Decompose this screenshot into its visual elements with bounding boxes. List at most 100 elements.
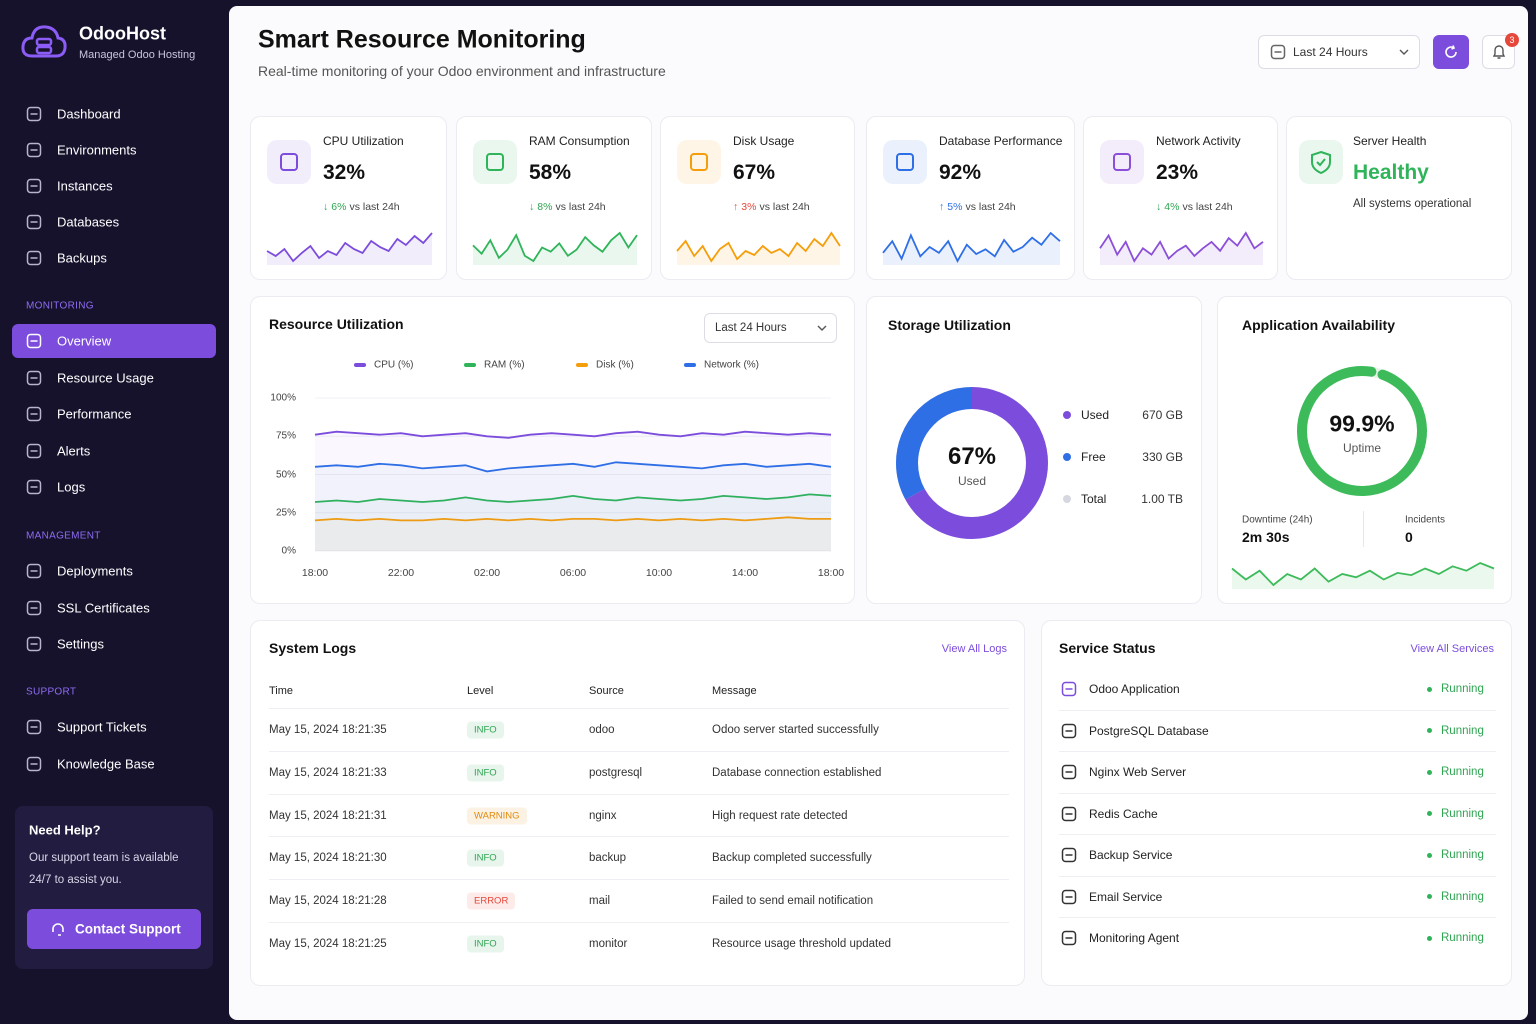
help-box: Need Help? Our support team is available … bbox=[15, 806, 213, 969]
nav-item[interactable]: Environments bbox=[57, 142, 137, 158]
storage-card: Storage Utilization 67% Used Used 670 GB Free… bbox=[866, 296, 1202, 604]
nav-section-title: MONITORING bbox=[26, 300, 94, 312]
nav-icon bbox=[26, 106, 42, 122]
nav-item[interactable]: Backups bbox=[57, 250, 107, 266]
legend-value: 670 GB bbox=[1142, 408, 1183, 422]
sparkline-area bbox=[677, 233, 840, 265]
column-header: Source bbox=[589, 685, 624, 697]
chevron-shape bbox=[1399, 49, 1409, 55]
icon-shape bbox=[26, 406, 42, 422]
nav-item[interactable]: SSL Certificates bbox=[57, 600, 150, 615]
nav-item[interactable]: Support Tickets bbox=[57, 719, 147, 735]
status-dot bbox=[1427, 852, 1432, 858]
availability-card: Application Availability 99.9% Uptime Downt… bbox=[1217, 296, 1512, 604]
icon-shape bbox=[1113, 153, 1131, 171]
row-divider bbox=[1059, 751, 1496, 752]
nav-item[interactable]: Alerts bbox=[57, 443, 91, 458]
icon-shape bbox=[26, 756, 42, 771]
chevron bbox=[817, 325, 827, 331]
legend-swatch bbox=[576, 363, 588, 367]
legend-swatch bbox=[354, 363, 366, 367]
nav-item[interactable]: Dashboard bbox=[57, 106, 121, 122]
legend-swatch bbox=[464, 363, 476, 367]
y-tick-label: 50% bbox=[275, 469, 296, 480]
nav-item[interactable]: Logs bbox=[57, 479, 86, 495]
icon-bg bbox=[883, 140, 927, 184]
service-status: Running bbox=[1441, 849, 1484, 861]
nav-item[interactable]: Databases bbox=[57, 214, 120, 230]
x-tick-label: 06:00 bbox=[559, 567, 587, 579]
button-label[interactable]: Contact Support bbox=[75, 921, 181, 937]
sparkline bbox=[1099, 231, 1264, 265]
log-time: May 15, 2024 18:21:28 bbox=[269, 895, 387, 908]
sparkline-line bbox=[1099, 231, 1264, 263]
logs-link[interactable]: View All Logs bbox=[941, 643, 1007, 655]
y-tick-label: 75% bbox=[275, 430, 296, 442]
help-text: Our support team is available 24/7 to as… bbox=[29, 852, 179, 886]
icon-shape bbox=[26, 370, 42, 385]
series-line bbox=[314, 493, 832, 503]
legend-label: CPU (%) bbox=[374, 359, 414, 371]
contact-button[interactable]: Contact Support bbox=[27, 909, 201, 949]
notification-badge: 3 bbox=[1505, 33, 1519, 47]
chart-range-select[interactable]: Last 24 Hours bbox=[704, 313, 837, 343]
service-status: Running bbox=[1441, 890, 1484, 903]
services-title: Service Status bbox=[1059, 640, 1156, 656]
log-time: May 15, 2024 18:21:35 bbox=[269, 724, 387, 736]
metric-change: ↓ 4% vs last 24h bbox=[1156, 201, 1233, 213]
change-arrow: ↓ bbox=[1156, 201, 1162, 213]
log-source: monitor bbox=[589, 938, 628, 950]
change-text: vs last 24h bbox=[759, 201, 810, 213]
sparkline bbox=[882, 231, 1061, 265]
help-title: Need Help? bbox=[29, 822, 101, 838]
donut-center-text: Used bbox=[957, 474, 987, 488]
service-icon bbox=[1061, 930, 1077, 946]
icon-bg bbox=[267, 140, 311, 184]
metric-value: 58% bbox=[529, 161, 572, 184]
nav-item[interactable]: Settings bbox=[57, 636, 104, 652]
calendar-icon bbox=[1270, 44, 1286, 60]
divider bbox=[1363, 511, 1364, 547]
log-source: backup bbox=[589, 852, 627, 865]
service-name: PostgreSQL Database bbox=[1089, 723, 1209, 738]
metric-card: Database Performance 92% ↑ 5% vs last 24h bbox=[866, 116, 1075, 280]
nav-item[interactable]: Resource Usage bbox=[57, 370, 154, 385]
metric-value: 23% bbox=[1156, 161, 1199, 184]
nav-item[interactable]: Performance bbox=[57, 406, 132, 422]
x-tick-label: 10:00 bbox=[645, 567, 673, 579]
range-select[interactable]: Last 24 Hours bbox=[1258, 35, 1420, 69]
health-icon bbox=[1299, 140, 1343, 184]
icon-shape bbox=[1061, 764, 1077, 780]
icon-shape bbox=[280, 153, 298, 171]
services-link[interactable]: View All Services bbox=[1410, 643, 1494, 655]
metric-value: 67% bbox=[733, 161, 776, 184]
metric-card: CPU Utilization 32% ↓ 6% vs last 24h bbox=[250, 116, 447, 280]
nav-icon bbox=[26, 250, 42, 266]
y-tick-label: 0% bbox=[281, 545, 296, 557]
log-level: ERROR bbox=[467, 892, 516, 910]
row-divider bbox=[269, 879, 1009, 881]
chart-range-label[interactable]: Last 24 Hours bbox=[715, 322, 787, 334]
refresh-button[interactable] bbox=[1433, 35, 1469, 69]
row-divider bbox=[1059, 709, 1496, 711]
health-label: Server Health bbox=[1353, 134, 1427, 148]
log-level: INFO bbox=[467, 721, 504, 739]
icon-shape bbox=[26, 214, 42, 230]
icon-shape bbox=[1061, 681, 1077, 697]
nav-item[interactable]: Overview bbox=[57, 333, 112, 349]
x-tick-label: 14:00 bbox=[731, 567, 759, 579]
donut-segment bbox=[896, 387, 1048, 539]
nav-item[interactable]: Instances bbox=[57, 178, 113, 194]
metric-value: 32% bbox=[323, 161, 366, 184]
icon-bg bbox=[473, 140, 517, 184]
range-label[interactable]: Last 24 Hours bbox=[1293, 45, 1368, 59]
metric-icon bbox=[883, 140, 927, 184]
status-dot bbox=[1427, 769, 1432, 775]
sparkline-area bbox=[473, 233, 637, 265]
log-message: Odoo server started successfully bbox=[712, 724, 879, 736]
column-header: Level bbox=[467, 685, 494, 697]
nav-item[interactable]: Deployments bbox=[57, 563, 133, 579]
nav-item[interactable]: Knowledge Base bbox=[57, 756, 155, 771]
sparkline-line bbox=[1231, 562, 1495, 587]
notification-button[interactable] bbox=[1482, 35, 1515, 69]
